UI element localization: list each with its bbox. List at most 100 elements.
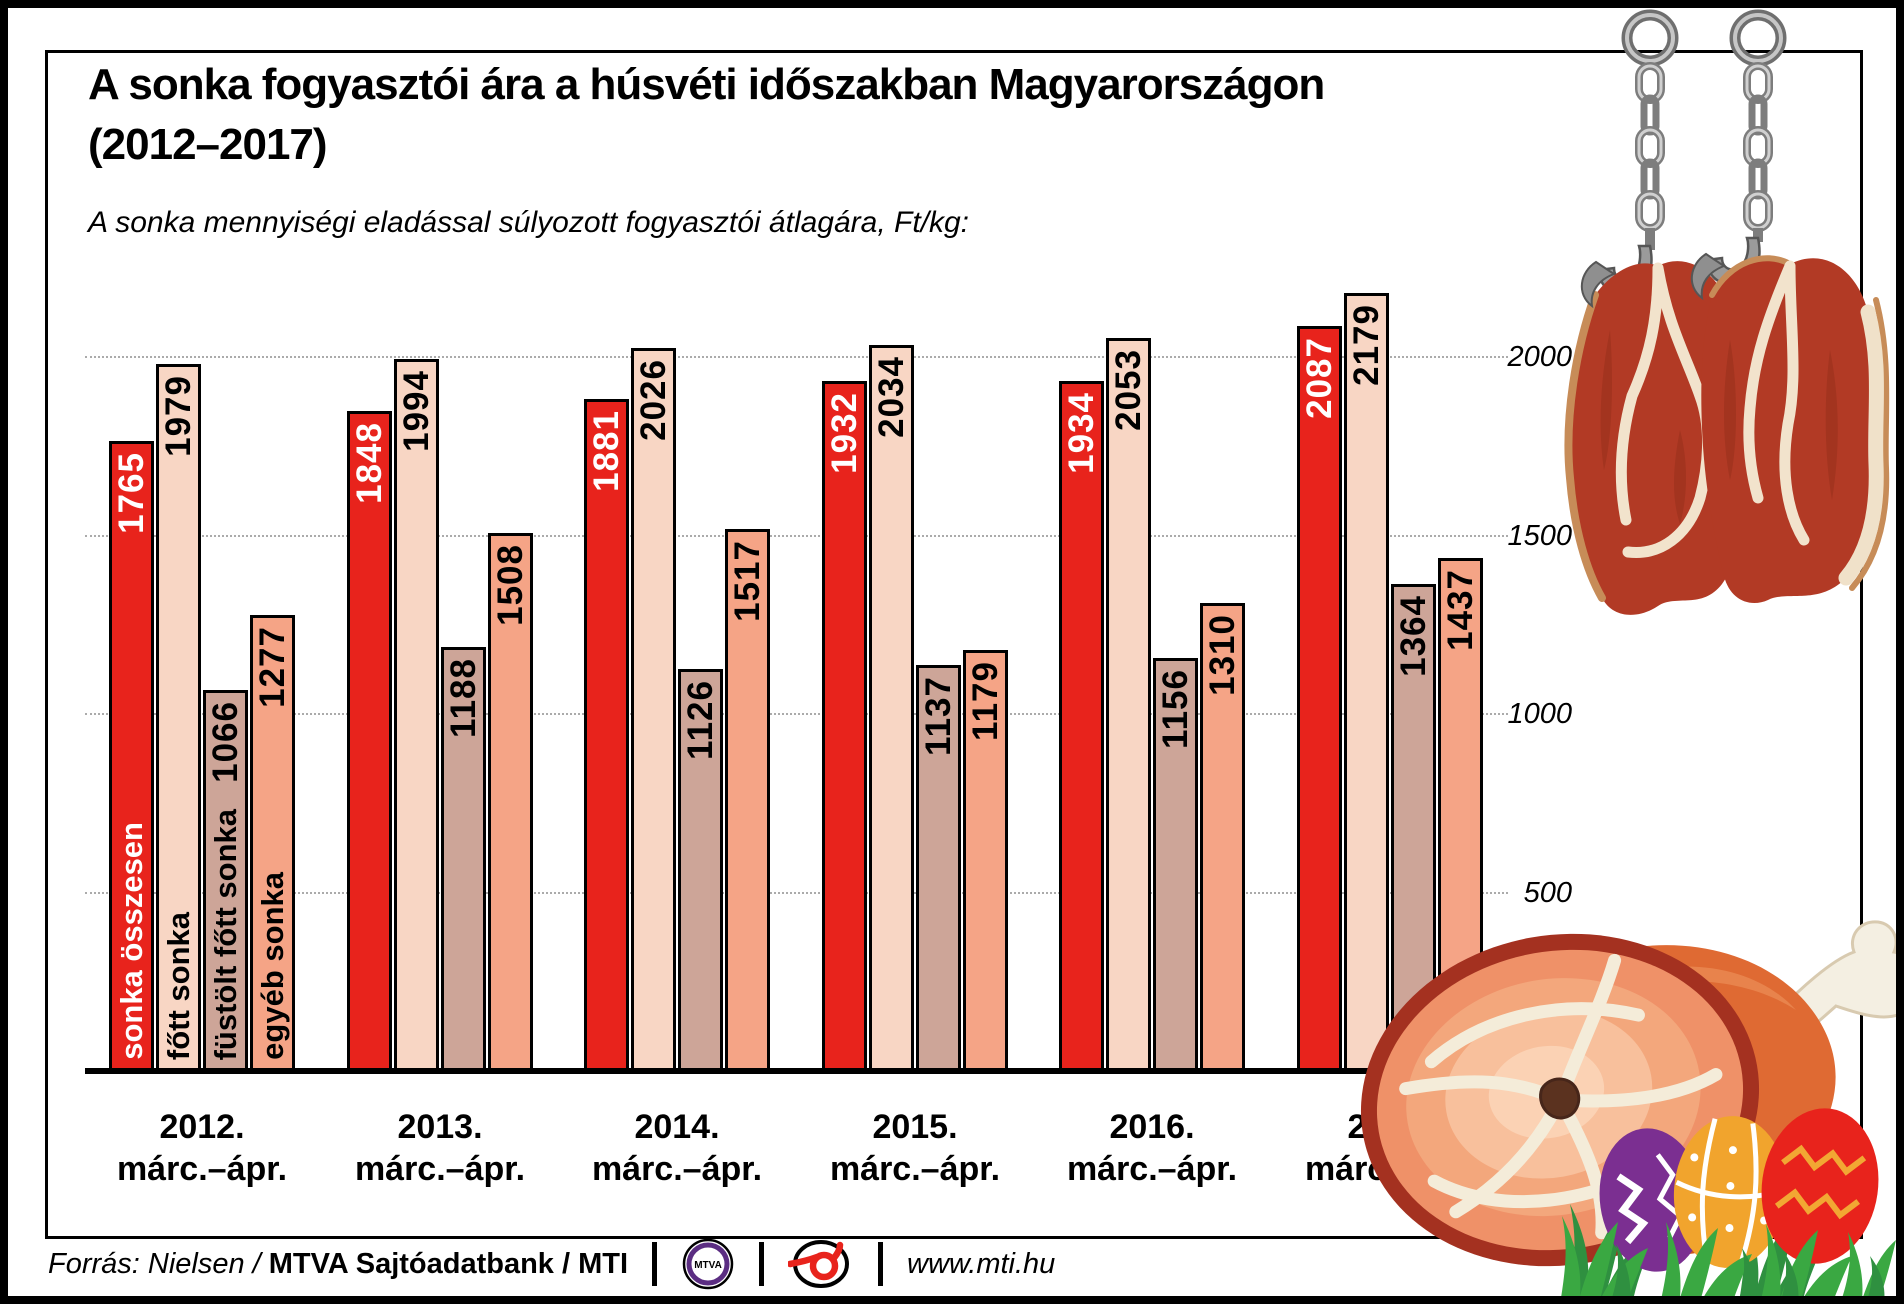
bar-fustolt-fott-sonka-2014: 1126 bbox=[678, 669, 723, 1071]
page-title-line1: A sonka fogyasztói ára a húsvéti időszak… bbox=[88, 60, 1325, 109]
bar-fott-sonka-2014: 2026 bbox=[631, 348, 676, 1071]
x-axis-label-2014: 2014. márc.–ápr. bbox=[537, 1106, 817, 1190]
bar-value-label: 1066 bbox=[205, 701, 245, 783]
source-credit-bold: MTVA Sajtóadatbank / MTI bbox=[268, 1247, 629, 1280]
bar-value-label: 1364 bbox=[1393, 595, 1433, 677]
bar-value-label: 1188 bbox=[443, 658, 483, 738]
bar-fott-sonka-2017: 2179 bbox=[1344, 293, 1389, 1071]
x-axis-label-2016: 2016. márc.–ápr. bbox=[1012, 1106, 1292, 1190]
gridline-1500 bbox=[85, 535, 1508, 537]
bar-fustolt-fott-sonka-2012: 1066 füstölt főtt sonka bbox=[203, 690, 248, 1071]
bar-fustolt-fott-sonka-2017: 1364 bbox=[1391, 584, 1436, 1071]
chain-hook-left-icon bbox=[1597, 9, 1679, 296]
bar-fustolt-fott-sonka-2016: 1156 bbox=[1153, 658, 1198, 1071]
bar-fott-sonka-2015: 2034 bbox=[869, 345, 914, 1071]
x-axis-months: márc.–ápr. bbox=[354, 1150, 526, 1188]
easter-egg-yellow-icon bbox=[1673, 1116, 1787, 1268]
bar-sonka-osszesen-2015: 1932 bbox=[822, 381, 867, 1071]
bar-sonka-osszesen-2012: 1765 sonka összesen bbox=[109, 441, 154, 1071]
bar-value-label: 1156 bbox=[1155, 669, 1195, 749]
y-axis-label-1500: 1500 bbox=[1507, 520, 1572, 552]
x-axis-months: márc.–ápr. bbox=[829, 1150, 1001, 1188]
bar-value-label: 1765 bbox=[111, 452, 151, 534]
bar-sonka-osszesen-2017: 2087 bbox=[1297, 326, 1342, 1071]
chart-frame bbox=[45, 50, 1863, 1239]
bar-value-label: 1277 bbox=[252, 626, 292, 708]
x-axis-months: márc.–ápr. bbox=[116, 1150, 288, 1188]
bar-sonka-osszesen-2013: 1848 bbox=[347, 411, 392, 1071]
bar-egyeb-sonka-2012: 1277 egyéb sonka bbox=[250, 615, 295, 1071]
ham-slab-right-icon bbox=[1691, 252, 1890, 603]
bar-value-label: 1126 bbox=[680, 680, 720, 760]
x-axis-months: márc.–ápr. bbox=[591, 1150, 763, 1188]
bar-fustolt-fott-sonka-2015: 1137 bbox=[916, 665, 961, 1071]
bar-egyeb-sonka-2014: 1517 bbox=[725, 529, 770, 1071]
bar-value-label: 1137 bbox=[918, 676, 958, 756]
bar-value-label: 1179 bbox=[965, 661, 1005, 741]
x-axis-label-2012: 2012. márc.–ápr. bbox=[62, 1106, 342, 1190]
footer-website: www.mti.hu bbox=[907, 1247, 1056, 1280]
bar-value-label: 2026 bbox=[633, 359, 673, 441]
bar-fott-sonka-2016: 2053 bbox=[1106, 338, 1151, 1071]
bar-sonka-osszesen-2016: 1934 bbox=[1059, 381, 1104, 1071]
y-axis-label-1000: 1000 bbox=[1507, 698, 1572, 730]
bar-value-label: 1517 bbox=[727, 540, 767, 622]
footer-separator bbox=[878, 1242, 884, 1286]
x-axis-label-2013: 2013. márc.–ápr. bbox=[300, 1106, 580, 1190]
gridline-500 bbox=[85, 892, 1508, 894]
bar-sonka-osszesen-2014: 1881 bbox=[584, 399, 629, 1071]
page-title-line2: (2012–2017) bbox=[88, 120, 328, 169]
chain-hook-right-icon bbox=[1705, 9, 1787, 286]
bar-value-label: 2087 bbox=[1299, 337, 1339, 419]
x-axis-line bbox=[85, 1068, 1574, 1074]
bar-series-label: sonka összesen bbox=[113, 822, 149, 1060]
footer-separator bbox=[652, 1242, 658, 1286]
bar-value-label: 2034 bbox=[871, 356, 911, 438]
x-axis-label-2015: 2015. márc.–ápr. bbox=[775, 1106, 1055, 1190]
bar-value-label: 1932 bbox=[824, 392, 864, 474]
bar-value-label: 1437 bbox=[1440, 569, 1480, 651]
bar-value-label: 2179 bbox=[1346, 304, 1386, 386]
bar-value-label: 1310 bbox=[1202, 614, 1242, 696]
bar-value-label: 1979 bbox=[158, 375, 198, 457]
bar-series-label: egyéb sonka bbox=[254, 872, 290, 1060]
easter-egg-purple-icon bbox=[1599, 1128, 1705, 1272]
bar-value-label: 1848 bbox=[349, 422, 389, 504]
source-credit: Forrás: Nielsen / MTVA Sajtóadatbank / MT… bbox=[48, 1248, 628, 1281]
y-axis-label-500: 500 bbox=[1523, 877, 1572, 909]
bar-value-label: 2053 bbox=[1108, 349, 1148, 431]
bar-value-label: 1994 bbox=[396, 370, 436, 452]
x-axis-year: 2013. bbox=[397, 1108, 483, 1146]
page-subtitle: A sonka mennyiségi eladással súlyozott f… bbox=[88, 206, 970, 239]
bar-fott-sonka-2013: 1994 bbox=[394, 359, 439, 1071]
gridline-1000 bbox=[85, 713, 1508, 715]
mtva-logo-icon: MTVA bbox=[682, 1238, 734, 1290]
bar-value-label: 1881 bbox=[586, 410, 626, 492]
source-credit-italic: Forrás: Nielsen / bbox=[48, 1247, 261, 1280]
bar-fott-sonka-2012: 1979 főtt sonka bbox=[156, 364, 201, 1071]
bar-egyeb-sonka-2016: 1310 bbox=[1200, 603, 1245, 1071]
footer-separator bbox=[759, 1242, 765, 1286]
x-axis-months: márc.–ápr. bbox=[1066, 1150, 1238, 1188]
x-axis-year: 2012. bbox=[159, 1108, 245, 1146]
grass-front-icon bbox=[1560, 1216, 1896, 1304]
gridline-2000 bbox=[85, 356, 1508, 358]
easter-ham-illustration bbox=[1360, 920, 1904, 1304]
x-axis-year: 2014. bbox=[634, 1108, 720, 1146]
hanging-hams-illustration bbox=[1564, 9, 1890, 615]
x-axis-year: 2015. bbox=[872, 1108, 958, 1146]
bar-egyeb-sonka-2015: 1179 bbox=[963, 650, 1008, 1071]
bar-value-label: 1934 bbox=[1061, 392, 1101, 474]
bar-egyeb-sonka-2013: 1508 bbox=[488, 533, 533, 1071]
ham-slab-left-icon bbox=[1564, 260, 1744, 615]
bar-value-label: 1508 bbox=[490, 544, 530, 626]
x-axis-year: 2016. bbox=[1109, 1108, 1195, 1146]
bar-series-label: füstölt főtt sonka bbox=[207, 808, 243, 1060]
bar-fustolt-fott-sonka-2013: 1188 bbox=[441, 647, 486, 1071]
easter-egg-red-icon bbox=[1761, 1108, 1879, 1264]
y-axis-label-2000: 2000 bbox=[1507, 341, 1572, 373]
bar-series-label: főtt sonka bbox=[160, 911, 196, 1060]
mtva-logo-text: MTVA bbox=[694, 1260, 722, 1271]
mti-logo-icon bbox=[788, 1240, 850, 1288]
